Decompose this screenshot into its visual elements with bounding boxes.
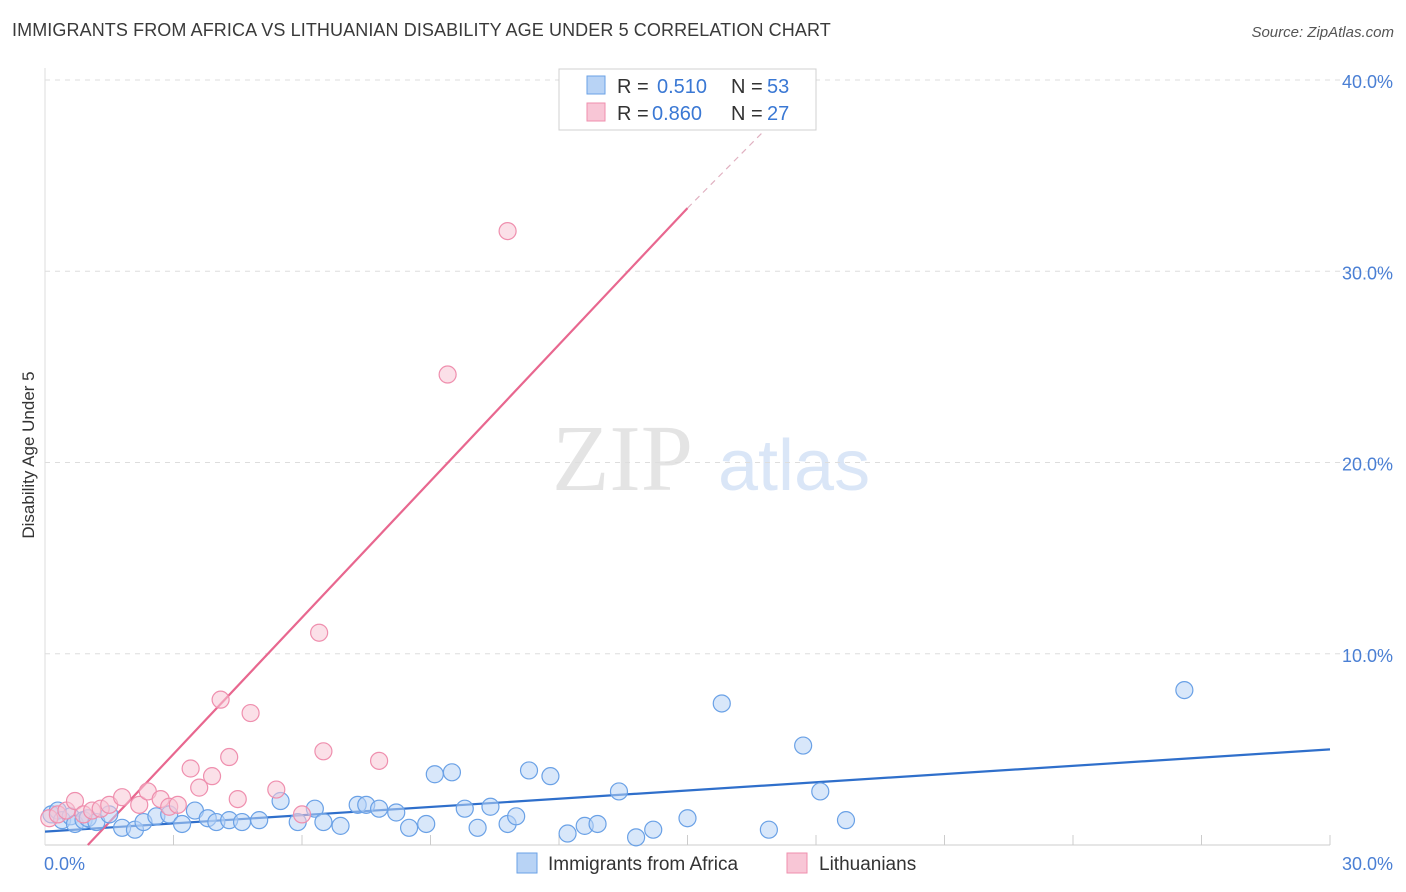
point-africa (678, 809, 697, 828)
trend-line-lithuanians-extension (687, 108, 787, 209)
point-africa (644, 820, 663, 839)
point-africa (519, 761, 539, 780)
point-africa (172, 814, 192, 834)
bottom-legend-swatch-blue (516, 852, 538, 874)
legend-r-label-1: R = (617, 76, 649, 98)
y-tick-label: 10.0% (1342, 646, 1393, 666)
point-africa (759, 820, 778, 839)
point-africa (232, 812, 252, 832)
point-lithuanian (220, 747, 239, 767)
point-lithuanian (181, 759, 200, 778)
point-lithuanian (112, 788, 132, 807)
legend-n-value-2: 27 (767, 103, 789, 125)
point-lithuanian (211, 690, 230, 709)
legend-n-label-2: N = (731, 103, 763, 125)
y-tick-label: 20.0% (1342, 455, 1393, 475)
grid-lines (45, 79, 1392, 655)
tick-labels: 10.0% 20.0% 30.0% 40.0% 0.0% 30.0% (44, 72, 1393, 874)
legend: R = 0.510 N = 53 R = 0.860 N = 27 (558, 68, 817, 131)
y-tick-label: 40.0% (1342, 72, 1393, 92)
point-lithuanian (168, 795, 187, 814)
point-africa (417, 814, 436, 834)
point-africa (425, 765, 444, 784)
legend-swatch-blue (586, 75, 606, 95)
point-lithuanian (310, 623, 329, 642)
point-africa (481, 797, 500, 816)
bottom-legend: Immigrants from Africa Lithuanians (516, 852, 916, 875)
watermark-atlas: atlas (718, 426, 870, 506)
x-tick-label-end: 30.0% (1342, 854, 1393, 874)
point-africa (314, 812, 333, 832)
point-africa (250, 811, 269, 830)
trend-line-lithuanians (87, 207, 689, 846)
legend-r-label-2: R = (617, 103, 649, 125)
watermark-zip: ZIP (552, 407, 693, 511)
point-africa (811, 782, 830, 801)
point-lithuanian (65, 791, 85, 811)
legend-r-value-2: 0.860 (652, 103, 702, 125)
point-africa (442, 763, 462, 782)
point-lithuanian (241, 703, 260, 723)
point-africa (370, 799, 389, 818)
point-africa (387, 803, 406, 822)
bottom-legend-label-lithuanians: Lithuanians (819, 854, 916, 875)
point-africa (626, 828, 646, 847)
point-lithuanian (130, 795, 149, 814)
point-africa (1175, 680, 1194, 700)
bottom-legend-swatch-pink (786, 852, 808, 874)
point-lithuanian (370, 751, 389, 770)
legend-swatch-pink (586, 102, 606, 122)
y-axis-label: Disability Age Under 5 (19, 371, 38, 538)
legend-r-value-1: 0.510 (657, 76, 707, 98)
data-points (40, 221, 1194, 847)
axes (44, 68, 1331, 846)
point-africa (507, 807, 526, 826)
point-africa (836, 811, 856, 830)
legend-n-label-1: N = (731, 76, 763, 98)
point-africa (399, 818, 419, 837)
legend-n-value-1: 53 (767, 76, 789, 98)
point-africa (588, 814, 607, 834)
x-tick-label-start: 0.0% (44, 854, 85, 874)
source-credit: Source: ZipAtlas.com (1251, 24, 1394, 41)
point-lithuanian (202, 767, 222, 786)
point-lithuanian (498, 221, 517, 241)
point-africa (541, 767, 560, 786)
point-africa (609, 782, 629, 801)
point-africa (455, 799, 474, 818)
point-lithuanian (190, 778, 209, 797)
point-lithuanian (314, 742, 333, 761)
point-africa (468, 818, 487, 837)
chart-title: IMMIGRANTS FROM AFRICA VS LITHUANIAN DIS… (12, 20, 831, 40)
point-africa (794, 736, 813, 755)
point-africa (558, 824, 577, 843)
point-lithuanian (228, 789, 247, 809)
point-lithuanian (292, 805, 312, 824)
y-tick-label: 30.0% (1342, 263, 1393, 283)
point-lithuanian (438, 365, 457, 384)
point-africa (331, 816, 350, 835)
bottom-legend-label-africa: Immigrants from Africa (548, 854, 738, 875)
point-africa (712, 694, 731, 713)
point-lithuanian (267, 780, 286, 799)
